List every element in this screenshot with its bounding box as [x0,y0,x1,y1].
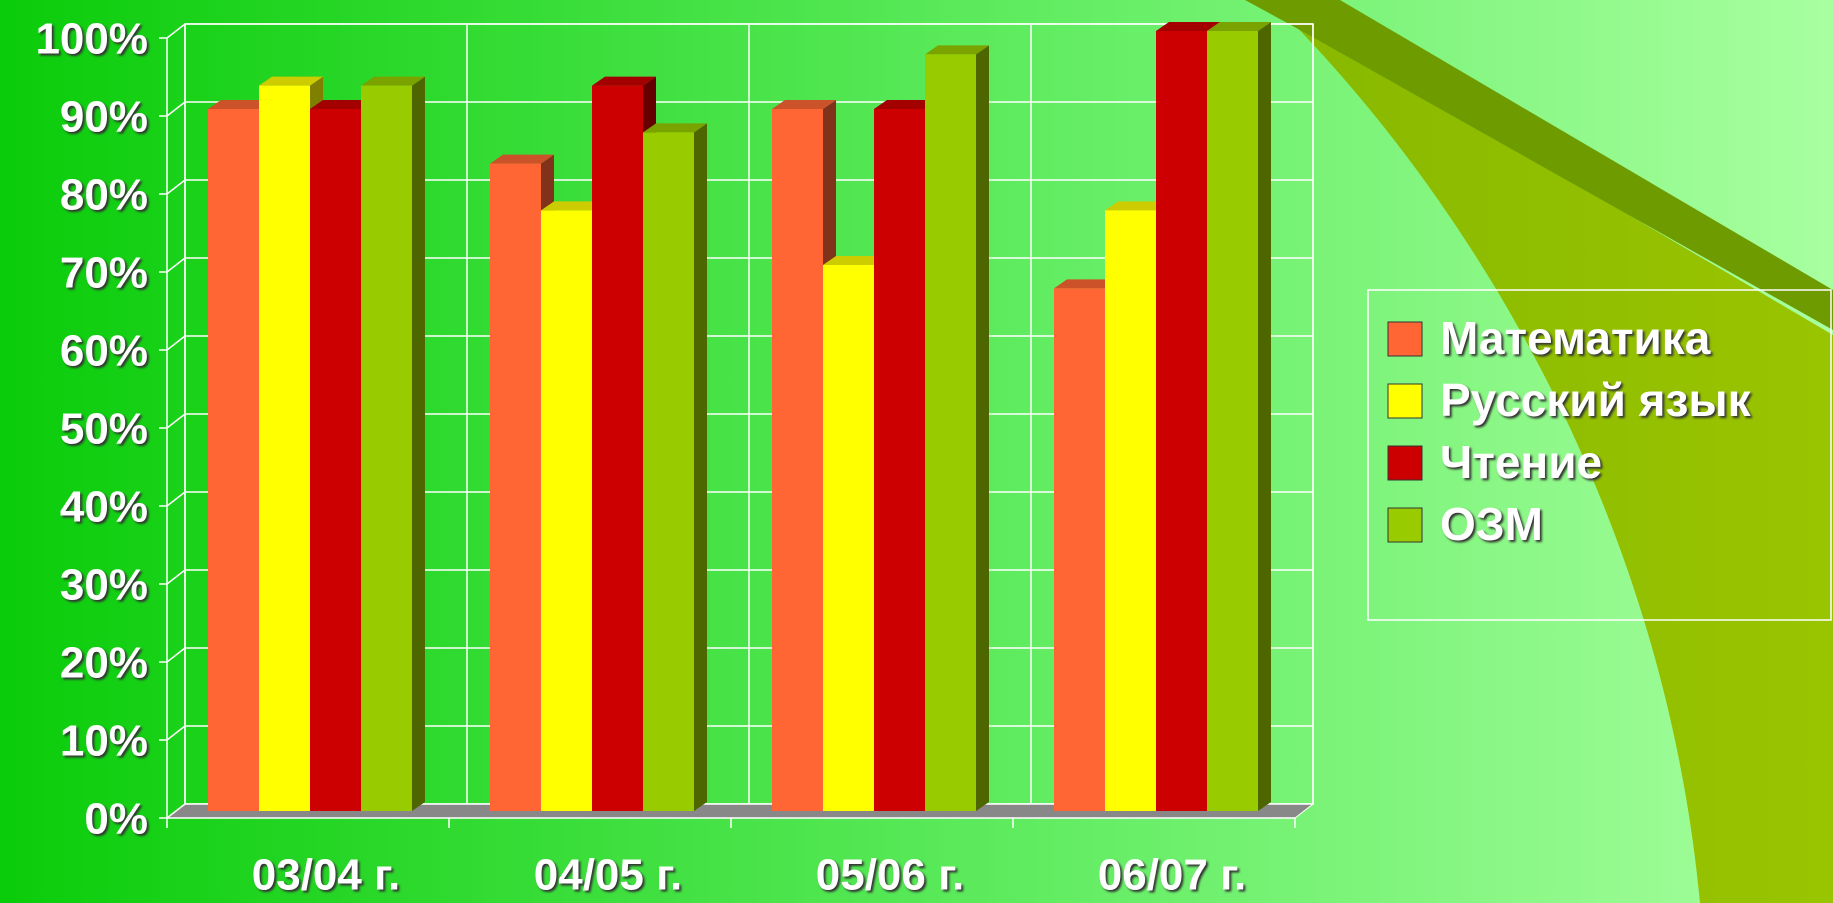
bar-side [976,45,989,811]
bar [1105,210,1156,811]
bar [643,132,694,811]
bar [772,109,823,811]
bar [823,265,874,811]
x-tick-label: 04/05 г. [534,851,682,900]
y-tick-label: 80% [60,171,148,220]
bar [259,86,310,811]
y-tick-label: 70% [60,249,148,298]
x-tick-label: 05/06 г. [816,851,964,900]
legend-label: Математика [1440,312,1711,364]
bar-side [412,77,425,811]
x-tick-label: 03/04 г. [252,851,400,900]
y-tick-label: 30% [60,561,148,610]
bar-side [1258,22,1271,811]
bar [541,210,592,811]
bar [310,109,361,811]
y-tick-label: 50% [60,405,148,454]
y-tick-label: 20% [60,639,148,688]
legend-swatch [1388,384,1422,418]
legend-label: Чтение [1440,436,1602,488]
bar [1156,31,1207,811]
y-tick-label: 60% [60,327,148,376]
y-tick-label: 90% [60,93,148,142]
bar-side [694,123,707,811]
legend-swatch [1388,322,1422,356]
legend-label: ОЗМ [1440,498,1543,550]
bar [874,109,925,811]
y-tick-label: 100% [35,15,148,64]
y-tick-label: 0% [84,795,148,844]
y-tick-label: 40% [60,483,148,532]
bar [1054,288,1105,811]
legend-swatch [1388,508,1422,542]
bar [592,86,643,811]
bar [925,54,976,811]
bar [361,86,412,811]
x-tick-label: 06/07 г. [1098,851,1246,900]
legend-swatch [1388,446,1422,480]
legend-label: Русский язык [1440,374,1752,426]
bar [208,109,259,811]
bar [490,164,541,811]
bar [1207,31,1258,811]
slide: 0% 10% 20% 30% 40% 50% 60% 70% 80% 90% 100% 03/04 г… [0,0,1833,903]
y-tick-label: 10% [60,717,148,766]
